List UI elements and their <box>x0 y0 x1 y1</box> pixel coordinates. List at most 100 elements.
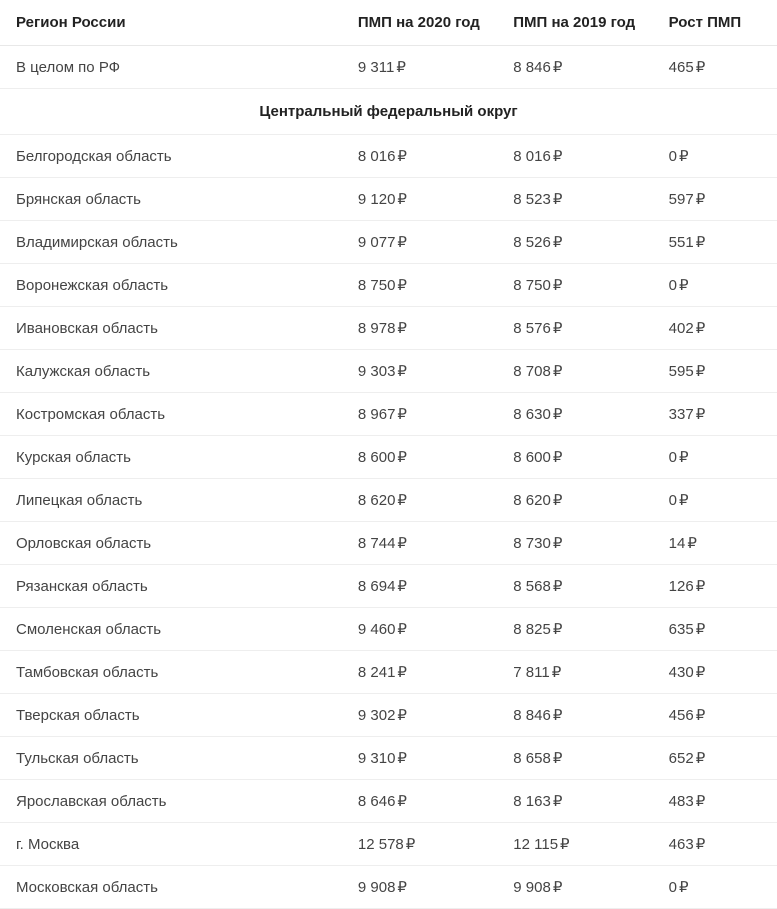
cell-growth: 597₽ <box>653 178 777 221</box>
section-title: Центральный федеральный округ <box>0 89 777 135</box>
header-row: Регион России ПМП на 2020 год ПМП на 201… <box>0 0 777 46</box>
cell-pmp-2019: 12 115₽ <box>497 823 652 866</box>
cell-pmp-2019: 8 825₽ <box>497 608 652 651</box>
cell-pmp-2020: 8 694₽ <box>342 565 497 608</box>
cell-pmp-2020: 8 744₽ <box>342 522 497 565</box>
cell-growth: 402₽ <box>653 307 777 350</box>
table-row: Липецкая область8 620₽8 620₽0₽ <box>0 479 777 522</box>
table-row: Рязанская область8 694₽8 568₽126₽ <box>0 565 777 608</box>
pmp-table: Регион России ПМП на 2020 год ПМП на 201… <box>0 0 777 909</box>
table-row: Костромская область8 967₽8 630₽337₽ <box>0 393 777 436</box>
table-row: Владимирская область9 077₽8 526₽551₽ <box>0 221 777 264</box>
cell-pmp-2020: 9 310₽ <box>342 737 497 780</box>
table-body: В целом по РФ 9 311₽ 8 846₽ 465₽ Централ… <box>0 46 777 909</box>
summary-pmp-2019: 8 846₽ <box>497 46 652 89</box>
cell-pmp-2019: 7 811₽ <box>497 651 652 694</box>
cell-region: Тульская область <box>0 737 342 780</box>
cell-pmp-2020: 9 120₽ <box>342 178 497 221</box>
cell-pmp-2020: 8 600₽ <box>342 436 497 479</box>
table-row: Тульская область9 310₽8 658₽652₽ <box>0 737 777 780</box>
cell-region: Белгородская область <box>0 135 342 178</box>
summary-growth: 465₽ <box>653 46 777 89</box>
cell-pmp-2020: 9 077₽ <box>342 221 497 264</box>
cell-pmp-2020: 8 646₽ <box>342 780 497 823</box>
cell-pmp-2020: 9 908₽ <box>342 866 497 909</box>
section-row: Центральный федеральный округ <box>0 89 777 135</box>
cell-growth: 463₽ <box>653 823 777 866</box>
cell-region: Брянская область <box>0 178 342 221</box>
cell-pmp-2020: 9 460₽ <box>342 608 497 651</box>
cell-pmp-2019: 8 576₽ <box>497 307 652 350</box>
cell-pmp-2020: 8 620₽ <box>342 479 497 522</box>
cell-growth: 0₽ <box>653 436 777 479</box>
cell-pmp-2020: 9 303₽ <box>342 350 497 393</box>
summary-pmp-2020: 9 311₽ <box>342 46 497 89</box>
cell-pmp-2020: 8 016₽ <box>342 135 497 178</box>
cell-growth: 0₽ <box>653 866 777 909</box>
cell-region: Ивановская область <box>0 307 342 350</box>
cell-pmp-2019: 8 630₽ <box>497 393 652 436</box>
cell-growth: 126₽ <box>653 565 777 608</box>
cell-pmp-2019: 8 846₽ <box>497 694 652 737</box>
cell-pmp-2019: 8 016₽ <box>497 135 652 178</box>
cell-region: Рязанская область <box>0 565 342 608</box>
cell-pmp-2020: 8 978₽ <box>342 307 497 350</box>
cell-pmp-2019: 8 730₽ <box>497 522 652 565</box>
cell-growth: 430₽ <box>653 651 777 694</box>
cell-region: Ярославская область <box>0 780 342 823</box>
table-row: Курская область8 600₽8 600₽0₽ <box>0 436 777 479</box>
cell-pmp-2019: 8 708₽ <box>497 350 652 393</box>
cell-region: Тамбовская область <box>0 651 342 694</box>
cell-pmp-2020: 8 967₽ <box>342 393 497 436</box>
table-row: Тверская область9 302₽8 846₽456₽ <box>0 694 777 737</box>
table-row: г. Москва12 578₽12 115₽463₽ <box>0 823 777 866</box>
table-row: Орловская область8 744₽8 730₽14₽ <box>0 522 777 565</box>
table-row: Воронежская область8 750₽8 750₽0₽ <box>0 264 777 307</box>
cell-growth: 551₽ <box>653 221 777 264</box>
cell-growth: 0₽ <box>653 264 777 307</box>
cell-growth: 635₽ <box>653 608 777 651</box>
cell-pmp-2019: 8 568₽ <box>497 565 652 608</box>
col-header-region: Регион России <box>0 0 342 46</box>
cell-region: г. Москва <box>0 823 342 866</box>
cell-pmp-2019: 8 750₽ <box>497 264 652 307</box>
cell-region: Тверская область <box>0 694 342 737</box>
cell-pmp-2020: 8 241₽ <box>342 651 497 694</box>
cell-region: Липецкая область <box>0 479 342 522</box>
cell-pmp-2020: 12 578₽ <box>342 823 497 866</box>
cell-region: Воронежская область <box>0 264 342 307</box>
cell-pmp-2019: 8 620₽ <box>497 479 652 522</box>
cell-growth: 0₽ <box>653 135 777 178</box>
table-row: Московская область9 908₽9 908₽0₽ <box>0 866 777 909</box>
summary-region: В целом по РФ <box>0 46 342 89</box>
table-row: Ивановская область8 978₽8 576₽402₽ <box>0 307 777 350</box>
cell-region: Костромская область <box>0 393 342 436</box>
cell-region: Орловская область <box>0 522 342 565</box>
col-header-pmp-2019: ПМП на 2019 год <box>497 0 652 46</box>
table-row: Смоленская область9 460₽8 825₽635₽ <box>0 608 777 651</box>
cell-growth: 595₽ <box>653 350 777 393</box>
table-row: Ярославская область8 646₽8 163₽483₽ <box>0 780 777 823</box>
cell-growth: 14₽ <box>653 522 777 565</box>
table-row: Брянская область9 120₽8 523₽597₽ <box>0 178 777 221</box>
cell-pmp-2019: 9 908₽ <box>497 866 652 909</box>
table-row: Белгородская область8 016₽8 016₽0₽ <box>0 135 777 178</box>
cell-pmp-2020: 8 750₽ <box>342 264 497 307</box>
col-header-pmp-2020: ПМП на 2020 год <box>342 0 497 46</box>
table-row: Калужская область9 303₽8 708₽595₽ <box>0 350 777 393</box>
cell-region: Смоленская область <box>0 608 342 651</box>
cell-growth: 0₽ <box>653 479 777 522</box>
cell-pmp-2019: 8 163₽ <box>497 780 652 823</box>
cell-pmp-2019: 8 526₽ <box>497 221 652 264</box>
cell-region: Московская область <box>0 866 342 909</box>
cell-pmp-2019: 8 523₽ <box>497 178 652 221</box>
cell-pmp-2020: 9 302₽ <box>342 694 497 737</box>
table-row: Тамбовская область8 241₽7 811₽430₽ <box>0 651 777 694</box>
summary-row: В целом по РФ 9 311₽ 8 846₽ 465₽ <box>0 46 777 89</box>
cell-growth: 337₽ <box>653 393 777 436</box>
cell-pmp-2019: 8 658₽ <box>497 737 652 780</box>
cell-pmp-2019: 8 600₽ <box>497 436 652 479</box>
col-header-growth: Рост ПМП <box>653 0 777 46</box>
cell-region: Курская область <box>0 436 342 479</box>
cell-growth: 652₽ <box>653 737 777 780</box>
